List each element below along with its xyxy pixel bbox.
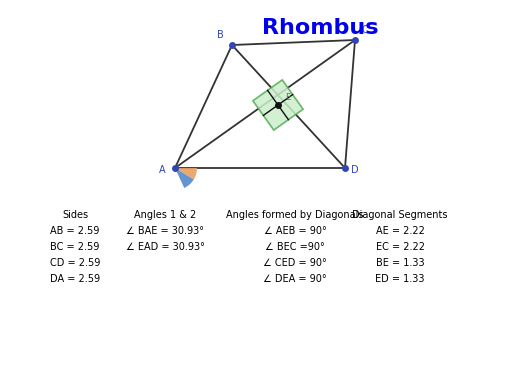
Text: AB = 2.59: AB = 2.59 <box>50 226 100 236</box>
Text: BC = 2.59: BC = 2.59 <box>50 242 100 252</box>
Text: ∠ EAD = 30.93°: ∠ EAD = 30.93° <box>125 242 204 252</box>
Text: ∠ BEC =90°: ∠ BEC =90° <box>265 242 325 252</box>
Text: Diagonal Segments: Diagonal Segments <box>352 210 448 220</box>
Text: DA = 2.59: DA = 2.59 <box>50 274 100 284</box>
Text: CD = 2.59: CD = 2.59 <box>50 258 100 268</box>
Text: Angles formed by Diagonals: Angles formed by Diagonals <box>226 210 364 220</box>
Text: EC = 2.22: EC = 2.22 <box>375 242 424 252</box>
Text: Sides: Sides <box>62 210 88 220</box>
Wedge shape <box>175 168 197 180</box>
Text: Angles 1 & 2: Angles 1 & 2 <box>134 210 196 220</box>
Text: ∠ BAE = 30.93°: ∠ BAE = 30.93° <box>126 226 204 236</box>
Text: C: C <box>361 25 368 35</box>
Text: E: E <box>285 93 291 102</box>
Polygon shape <box>253 80 303 130</box>
Text: ED = 1.33: ED = 1.33 <box>375 274 425 284</box>
Text: BE = 1.33: BE = 1.33 <box>376 258 424 268</box>
Text: Rhombus: Rhombus <box>262 18 378 38</box>
Wedge shape <box>175 168 194 188</box>
Text: D: D <box>351 165 359 175</box>
Text: A: A <box>159 165 165 175</box>
Text: AE = 2.22: AE = 2.22 <box>376 226 424 236</box>
Text: ∠ DEA = 90°: ∠ DEA = 90° <box>263 274 327 284</box>
Text: ∠ CED = 90°: ∠ CED = 90° <box>263 258 327 268</box>
Text: ∠ AEB = 90°: ∠ AEB = 90° <box>264 226 326 236</box>
Text: B: B <box>217 30 223 40</box>
